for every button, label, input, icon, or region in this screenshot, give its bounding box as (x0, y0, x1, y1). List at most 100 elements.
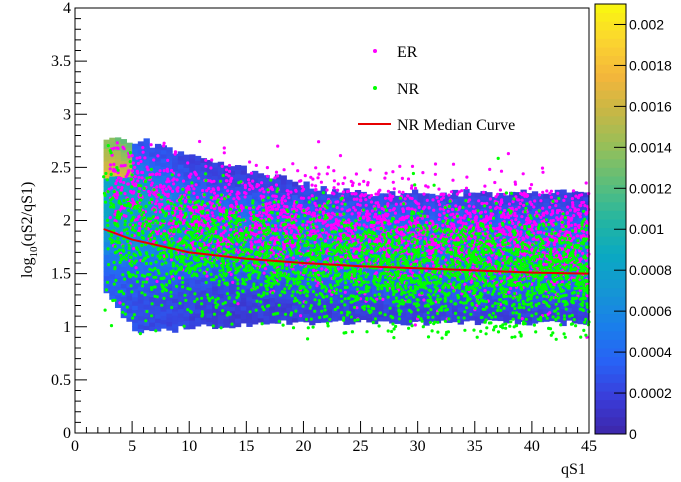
heatmap-cell (217, 276, 225, 282)
heatmap-cell (160, 264, 167, 270)
scatter-point-er (138, 226, 142, 230)
scatter-point-er (532, 205, 536, 209)
scatter-point-er (460, 292, 464, 296)
heatmap-cell (143, 325, 150, 331)
heatmap-cell (177, 159, 185, 165)
heatmap-cell (126, 142, 133, 148)
heatmap-cell (172, 187, 179, 193)
heatmap-cell (280, 315, 287, 321)
scatter-point-er (186, 185, 190, 189)
heatmap-cell (149, 177, 156, 183)
heatmap-cell (120, 194, 127, 200)
heatmap-cell (252, 187, 259, 193)
scatter-point-er (115, 179, 119, 183)
heatmap-cell (160, 306, 167, 312)
heatmap-cell (292, 194, 299, 200)
heatmap-cell (292, 313, 299, 319)
heatmap-cell (189, 154, 196, 160)
heatmap-cell (166, 317, 173, 323)
heatmap-cell (234, 224, 242, 230)
heatmap-cell (246, 296, 253, 302)
scatter-point-er (546, 243, 550, 247)
heatmap-cell (543, 193, 550, 199)
heatmap-cell (200, 306, 207, 312)
heatmap-cell (520, 206, 527, 212)
heatmap-cell (143, 142, 150, 148)
heatmap-cell (149, 224, 156, 230)
scatter-point-er (483, 184, 487, 188)
heatmap-cell (223, 229, 230, 235)
heatmap-cell (206, 206, 213, 212)
heatmap-cell (183, 197, 190, 202)
heatmap-cell (223, 225, 230, 230)
heatmap-cell (303, 202, 310, 208)
heatmap-cell (292, 279, 299, 285)
heatmap-cell (120, 313, 127, 319)
scatter-point-er (573, 223, 577, 227)
heatmap-cell (411, 227, 419, 233)
heatmap-cell (423, 282, 430, 288)
heatmap-cell (132, 292, 139, 298)
heatmap-cell (206, 304, 213, 310)
scatter-point-er (377, 190, 381, 194)
heatmap-cell (474, 307, 482, 313)
scatter-point-er (441, 223, 445, 228)
heatmap-cell (177, 155, 185, 161)
heatmap-cell (343, 315, 350, 321)
heatmap-cell (223, 301, 230, 307)
heatmap-cell (549, 205, 556, 211)
heatmap-cell (526, 210, 533, 215)
heatmap-cell (411, 193, 419, 199)
heatmap-cell (166, 253, 173, 259)
heatmap-cell (503, 310, 510, 315)
heatmap-cell (132, 143, 139, 149)
scatter-point-er (558, 229, 562, 234)
scatter-point-er (365, 225, 369, 229)
scatter-point-er (160, 202, 164, 207)
heatmap-cell (240, 271, 247, 277)
scatter-point-er (380, 222, 384, 227)
heatmap-cell (549, 282, 556, 288)
heatmap-cell (149, 160, 156, 166)
scatter-point-er (204, 164, 208, 168)
heatmap-cell (143, 312, 150, 318)
heatmap-cell (286, 298, 293, 304)
heatmap-cell (240, 203, 247, 209)
heatmap-cell (194, 266, 202, 272)
heatmap-cell (263, 294, 270, 299)
heatmap-cell (571, 199, 579, 205)
heatmap-cell (252, 302, 259, 308)
scatter-point-er (318, 233, 322, 237)
scatter-point-er (513, 225, 517, 229)
heatmap-cell (400, 294, 407, 300)
heatmap-cell (354, 189, 362, 195)
heatmap-cell (292, 249, 299, 255)
heatmap-cell (114, 281, 122, 287)
heatmap-cell (423, 252, 430, 258)
heatmap-cell (183, 316, 190, 321)
heatmap-cell (257, 198, 265, 204)
heatmap-cell (349, 260, 356, 265)
heatmap-cell (234, 322, 242, 328)
heatmap-cell (486, 209, 493, 214)
scatter-point-er (517, 198, 521, 202)
heatmap-cell (337, 209, 345, 215)
heatmap-cell (132, 169, 139, 175)
heatmap-cell (560, 295, 567, 301)
heatmap-cell (371, 289, 379, 295)
scatter-point-er (150, 181, 154, 185)
heatmap-cell (486, 200, 493, 206)
heatmap-cell (554, 245, 562, 250)
heatmap-cell (440, 294, 447, 300)
heatmap-cell (354, 270, 362, 276)
heatmap-cell (137, 315, 145, 321)
heatmap-cell (429, 261, 436, 267)
heatmap-cell (229, 170, 236, 176)
heatmap-cell (406, 282, 413, 288)
heatmap-cell (406, 303, 413, 309)
heatmap-cell (577, 238, 584, 244)
heatmap-cell (229, 200, 236, 206)
scatter-point-er (211, 214, 215, 218)
heatmap-cell (189, 320, 196, 325)
heatmap-cell (377, 201, 384, 207)
